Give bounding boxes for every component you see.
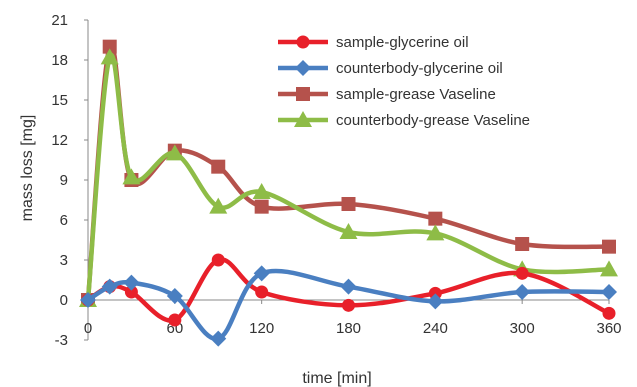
x-tick-label: 300	[510, 320, 535, 337]
series-2	[81, 39, 616, 307]
data-point	[168, 313, 182, 327]
legend-label: counterbody-glycerine oil	[336, 60, 503, 77]
y-tick-labels: -3 0 3 6 9 12 15 18 21	[51, 12, 88, 349]
x-tick-label: 180	[336, 320, 361, 337]
data-point	[124, 285, 138, 299]
y-tick-label: 18	[51, 52, 68, 69]
data-point	[515, 266, 529, 280]
data-point	[340, 278, 357, 295]
y-axis-title: mass loss [mg]	[19, 115, 36, 222]
data-point	[253, 265, 270, 282]
legend-item: counterbody-glycerine oil	[278, 60, 503, 77]
data-point	[252, 183, 271, 199]
data-point	[211, 253, 225, 267]
data-point	[602, 239, 616, 254]
data-point	[123, 274, 140, 291]
x-tick-label: 240	[423, 320, 448, 337]
legend-swatch-marker	[294, 111, 312, 127]
data-point	[100, 48, 119, 65]
data-point	[601, 284, 617, 300]
x-tick-label: 120	[249, 320, 274, 337]
data-point	[211, 159, 226, 174]
y-tick-label: -3	[55, 332, 68, 349]
data-point	[254, 199, 269, 214]
data-point	[102, 39, 117, 54]
legend-swatch-marker	[296, 35, 310, 49]
x-axis-title: time [min]	[302, 370, 371, 387]
x-tick-label: 360	[596, 320, 621, 337]
data-point	[339, 223, 358, 239]
legend-item: counterbody-grease Vaseline	[278, 111, 530, 129]
series-1	[80, 265, 617, 347]
data-point	[427, 293, 444, 310]
data-point	[209, 197, 228, 214]
y-tick-label: 6	[60, 212, 68, 229]
data-point	[166, 288, 183, 304]
data-point	[255, 285, 269, 299]
legend-label: counterbody-grease Vaseline	[336, 112, 530, 129]
y-tick-label: 15	[51, 92, 68, 109]
y-tick-label: 9	[60, 172, 68, 189]
data-point	[101, 278, 118, 295]
legend-swatch-marker	[295, 60, 311, 76]
legend-label: sample-glycerine oil	[336, 34, 469, 51]
y-tick-label: 3	[60, 252, 68, 269]
data-point	[515, 237, 530, 251]
y-tick-label: 0	[60, 292, 68, 309]
legend-item: sample-glycerine oil	[278, 34, 469, 51]
data-point	[600, 260, 618, 277]
data-point	[165, 144, 184, 161]
data-point	[426, 224, 445, 241]
data-point	[341, 197, 356, 211]
data-point	[514, 284, 531, 300]
data-point	[602, 306, 616, 320]
data-point	[210, 330, 227, 347]
data-point	[342, 298, 355, 312]
legend-label: sample-grease Vaseline	[336, 86, 496, 103]
legend-item: sample-grease Vaseline	[278, 86, 496, 103]
legend-swatch-marker	[296, 87, 310, 101]
series-line	[85, 257, 612, 323]
series-layer	[79, 39, 618, 347]
data-point	[80, 292, 96, 308]
data-point	[122, 168, 141, 185]
y-tick-label: 21	[51, 12, 68, 29]
data-point	[428, 211, 443, 226]
y-tick-label: 12	[51, 132, 68, 149]
x-tick-label: 0	[84, 320, 92, 337]
legend: sample-glycerine oil counterbody-glycerin…	[278, 34, 530, 129]
series-line	[85, 42, 612, 303]
